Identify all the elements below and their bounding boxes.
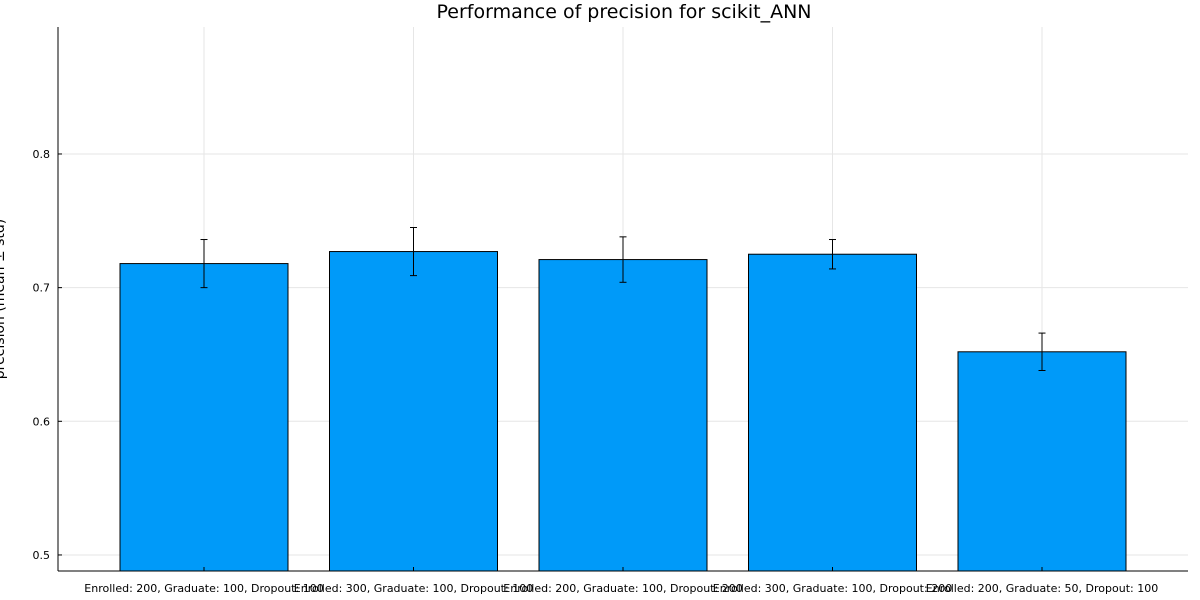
error-bar — [829, 239, 836, 270]
bar — [538, 259, 708, 572]
bar — [748, 253, 917, 572]
bars — [119, 251, 1127, 572]
error-bars — [200, 226, 1046, 372]
y-axis-title: precision (mean ± std) — [0, 219, 8, 380]
x-tick-label: Enrolled: 300, Graduate: 100, Dropout: 2… — [713, 582, 952, 595]
error-bar — [410, 226, 417, 277]
x-tick-labels: Enrolled: 200, Graduate: 100, Dropout: 1… — [84, 567, 1158, 595]
y-tick-label: 0.5 — [33, 549, 51, 562]
error-bar — [619, 236, 627, 283]
error-bar — [200, 239, 208, 289]
chart-title: Performance of precision for scikit_ANN — [437, 1, 812, 23]
x-tick-label: Enrolled: 200, Graduate: 50, Dropout: 10… — [926, 582, 1158, 595]
x-tick-label: Enrolled: 200, Graduate: 100, Dropout: 2… — [503, 582, 742, 595]
y-tick-labels: 0.5 0.6 0.7 0.8 — [33, 148, 62, 562]
y-tick-label: 0.8 — [33, 148, 51, 161]
x-tick-label: Enrolled: 200, Graduate: 100, Dropout: 1… — [84, 582, 323, 595]
error-bar — [1038, 332, 1046, 372]
y-tick-label: 0.6 — [33, 415, 51, 428]
x-tick-label: Enrolled: 300, Graduate: 100, Dropout: 1… — [294, 582, 533, 595]
bar — [119, 263, 289, 572]
bar — [957, 351, 1127, 572]
y-tick-label: 0.7 — [33, 282, 51, 295]
bar — [329, 251, 498, 572]
